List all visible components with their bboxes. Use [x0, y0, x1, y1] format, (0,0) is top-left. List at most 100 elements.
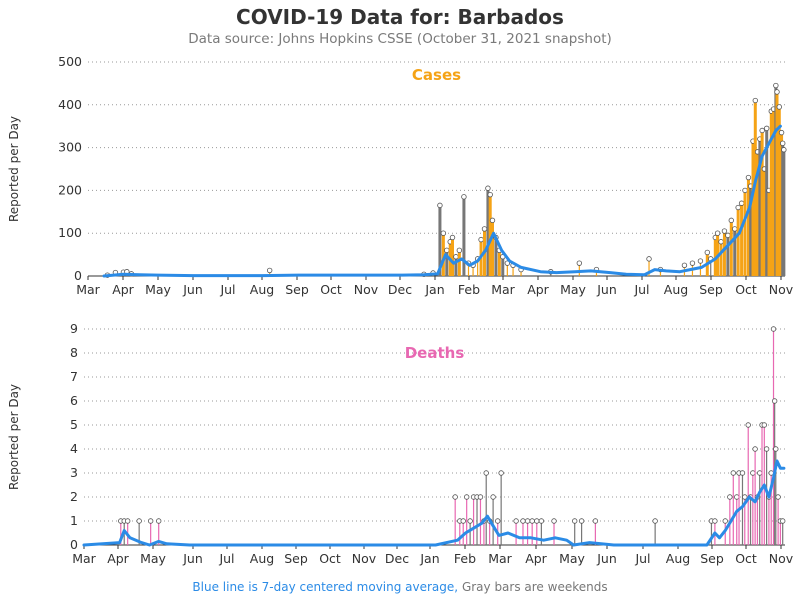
- bar-point: [745, 174, 752, 181]
- bar-point: [592, 518, 599, 524]
- x-tick-label: Jun: [596, 282, 617, 297]
- bar-point: [738, 200, 745, 206]
- bar: [500, 473, 502, 545]
- bar-point: [732, 226, 738, 232]
- bar-point: [750, 470, 756, 476]
- bar-point: [775, 494, 781, 500]
- bar: [751, 141, 755, 276]
- x-tick-label: Sep: [285, 282, 309, 297]
- bar: [741, 473, 744, 545]
- bar-point: [467, 518, 473, 524]
- bar-point: [529, 518, 535, 524]
- x-tick-label: Sep: [284, 551, 308, 566]
- y-tick-label: 6: [70, 393, 78, 408]
- bar: [472, 265, 474, 276]
- x-tick-label: Dec: [388, 282, 412, 297]
- bar: [756, 497, 759, 545]
- x-tick-label: Nov: [354, 282, 379, 297]
- x-tick-label: Nov: [352, 551, 377, 566]
- bar-point: [478, 236, 484, 243]
- y-tick-label: 9: [70, 321, 78, 336]
- bar: [726, 235, 730, 276]
- bar: [438, 205, 442, 276]
- bar-point: [734, 494, 740, 500]
- bar: [756, 151, 760, 276]
- bar-point: [456, 247, 463, 254]
- x-tick-label: Mar: [76, 282, 100, 297]
- y-tick-label: 7: [70, 369, 78, 384]
- bar-point: [781, 147, 787, 153]
- bar-point: [449, 234, 456, 241]
- bar-point: [551, 518, 557, 524]
- bar-point: [776, 104, 782, 110]
- bar-point: [721, 228, 728, 234]
- bar: [494, 237, 498, 276]
- bar: [553, 521, 555, 545]
- x-tick-label: Apr: [107, 551, 129, 566]
- bar-point: [739, 470, 746, 476]
- bar: [150, 521, 152, 545]
- bar-point: [646, 256, 652, 262]
- bar-point: [490, 494, 496, 500]
- bar-point: [440, 230, 447, 236]
- bar-point: [652, 518, 658, 524]
- panel-title: Deaths: [405, 344, 465, 362]
- bar-point: [728, 217, 734, 224]
- x-tick-label: May: [559, 551, 585, 566]
- bar-point: [572, 518, 578, 524]
- x-tick-label: Feb: [458, 282, 480, 297]
- bar: [594, 521, 596, 545]
- bar-point: [481, 226, 488, 232]
- x-tick-label: Mar: [72, 551, 96, 566]
- bar-point: [689, 260, 696, 266]
- bar: [659, 269, 662, 276]
- bar-point: [727, 494, 733, 500]
- bar: [770, 473, 772, 545]
- x-tick-label: Sep: [700, 551, 724, 566]
- bar: [522, 521, 524, 545]
- bar: [772, 329, 775, 545]
- bar-point: [704, 249, 711, 256]
- bar: [710, 258, 712, 276]
- bar: [501, 256, 505, 276]
- bar-point: [437, 202, 443, 209]
- bar-point: [460, 518, 466, 524]
- y-tick-label: 4: [70, 441, 78, 456]
- bar-point: [461, 194, 467, 200]
- bar: [719, 241, 723, 276]
- weekend-note: Gray bars are weekends: [461, 580, 608, 594]
- bar: [740, 203, 744, 276]
- bar: [746, 177, 750, 276]
- bar-point: [764, 125, 770, 132]
- y-tick-label: 8: [70, 345, 78, 360]
- bar: [733, 228, 737, 276]
- bar: [767, 190, 771, 276]
- bar: [736, 207, 740, 276]
- deaths-panel: 0 1 2 3 4 5 6 7 8 9 Mar Apr May Jun Jul Aug Sep Oct Nov Dec…: [7, 321, 794, 566]
- bar-point: [520, 518, 526, 524]
- bar: [476, 497, 478, 545]
- bar: [732, 473, 734, 545]
- bar: [485, 473, 487, 545]
- bar-point: [697, 258, 704, 264]
- bar-point: [774, 89, 780, 95]
- bar: [758, 139, 762, 276]
- bar: [120, 521, 122, 545]
- y-tick-label: 2: [70, 489, 78, 504]
- bar-point: [155, 518, 162, 524]
- bar: [736, 497, 738, 545]
- x-tick-label: May: [145, 282, 171, 297]
- bar: [515, 521, 517, 545]
- x-tick-label: May: [140, 551, 166, 566]
- x-tick-label: Jun: [182, 282, 203, 297]
- x-tick-label: Jul: [219, 282, 235, 297]
- bar: [775, 91, 779, 277]
- bar-point: [773, 446, 779, 452]
- bar: [459, 521, 461, 545]
- x-tick-label: Mar: [488, 551, 512, 566]
- bar: [472, 497, 475, 545]
- bar: [743, 190, 747, 276]
- x-tick-label: Aug: [666, 551, 690, 566]
